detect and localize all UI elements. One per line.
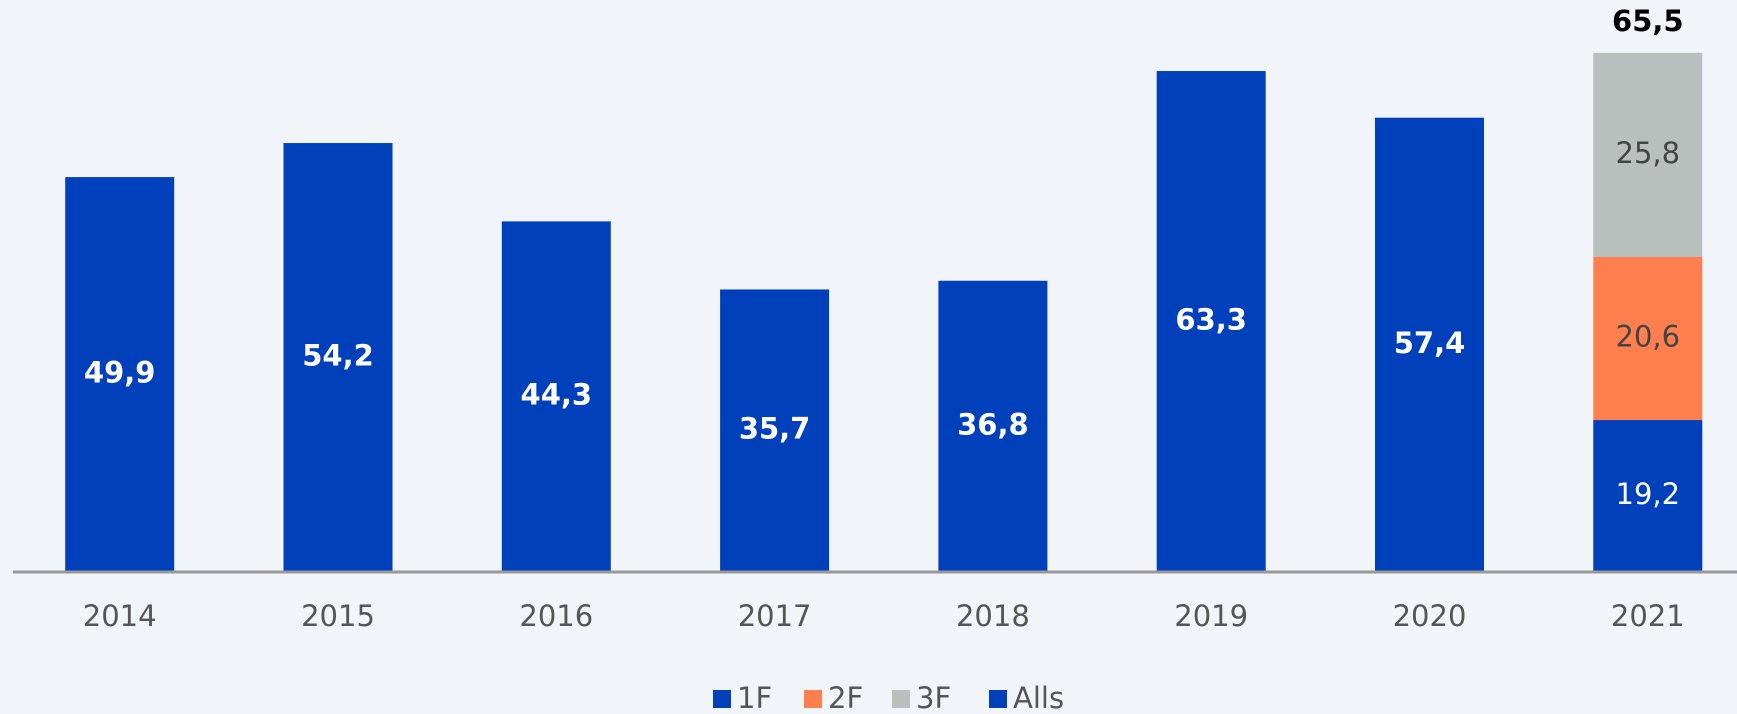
value-label: 19,2 — [1616, 477, 1681, 511]
legend-label: 1F — [737, 681, 772, 714]
bar-segment — [720, 289, 830, 572]
legend-swatch — [892, 690, 910, 708]
bar-segment — [1156, 71, 1266, 573]
legend-swatch — [804, 690, 822, 708]
bar-segment — [65, 177, 175, 572]
value-label: 20,6 — [1616, 320, 1681, 354]
x-tick-label: 2021 — [1611, 599, 1685, 633]
value-label: 35,7 — [739, 412, 811, 446]
legend-swatch — [989, 690, 1007, 708]
value-label: 44,3 — [521, 378, 593, 412]
legend-label: Alls — [1013, 681, 1064, 714]
bar-segment — [1593, 420, 1703, 572]
total-label: 65,5 — [1612, 4, 1684, 38]
value-label: 57,4 — [1394, 326, 1466, 360]
value-label: 25,8 — [1616, 136, 1681, 170]
x-tick-label: 2017 — [738, 599, 812, 633]
bar-segment — [283, 143, 393, 572]
x-tick-label: 2020 — [1393, 599, 1467, 633]
bar-segment — [1593, 52, 1703, 258]
value-label: 54,2 — [302, 339, 374, 373]
bar-segment — [938, 280, 1048, 572]
x-tick-label: 2018 — [956, 599, 1030, 633]
x-tick-label: 2015 — [301, 599, 375, 633]
x-tick-label: 2016 — [519, 599, 593, 633]
bar-segment — [1375, 117, 1484, 572]
value-label: 63,3 — [1175, 303, 1247, 337]
x-tick-label: 2014 — [83, 599, 157, 633]
legend-label: 3F — [916, 681, 951, 714]
x-tick-label: 2019 — [1174, 599, 1248, 633]
bar-segment — [1593, 257, 1703, 421]
legend-label: 2F — [828, 681, 863, 714]
bar-segment — [501, 221, 611, 572]
value-label: 36,8 — [957, 407, 1029, 441]
value-label: 49,9 — [84, 356, 156, 390]
legend-swatch — [713, 690, 731, 708]
